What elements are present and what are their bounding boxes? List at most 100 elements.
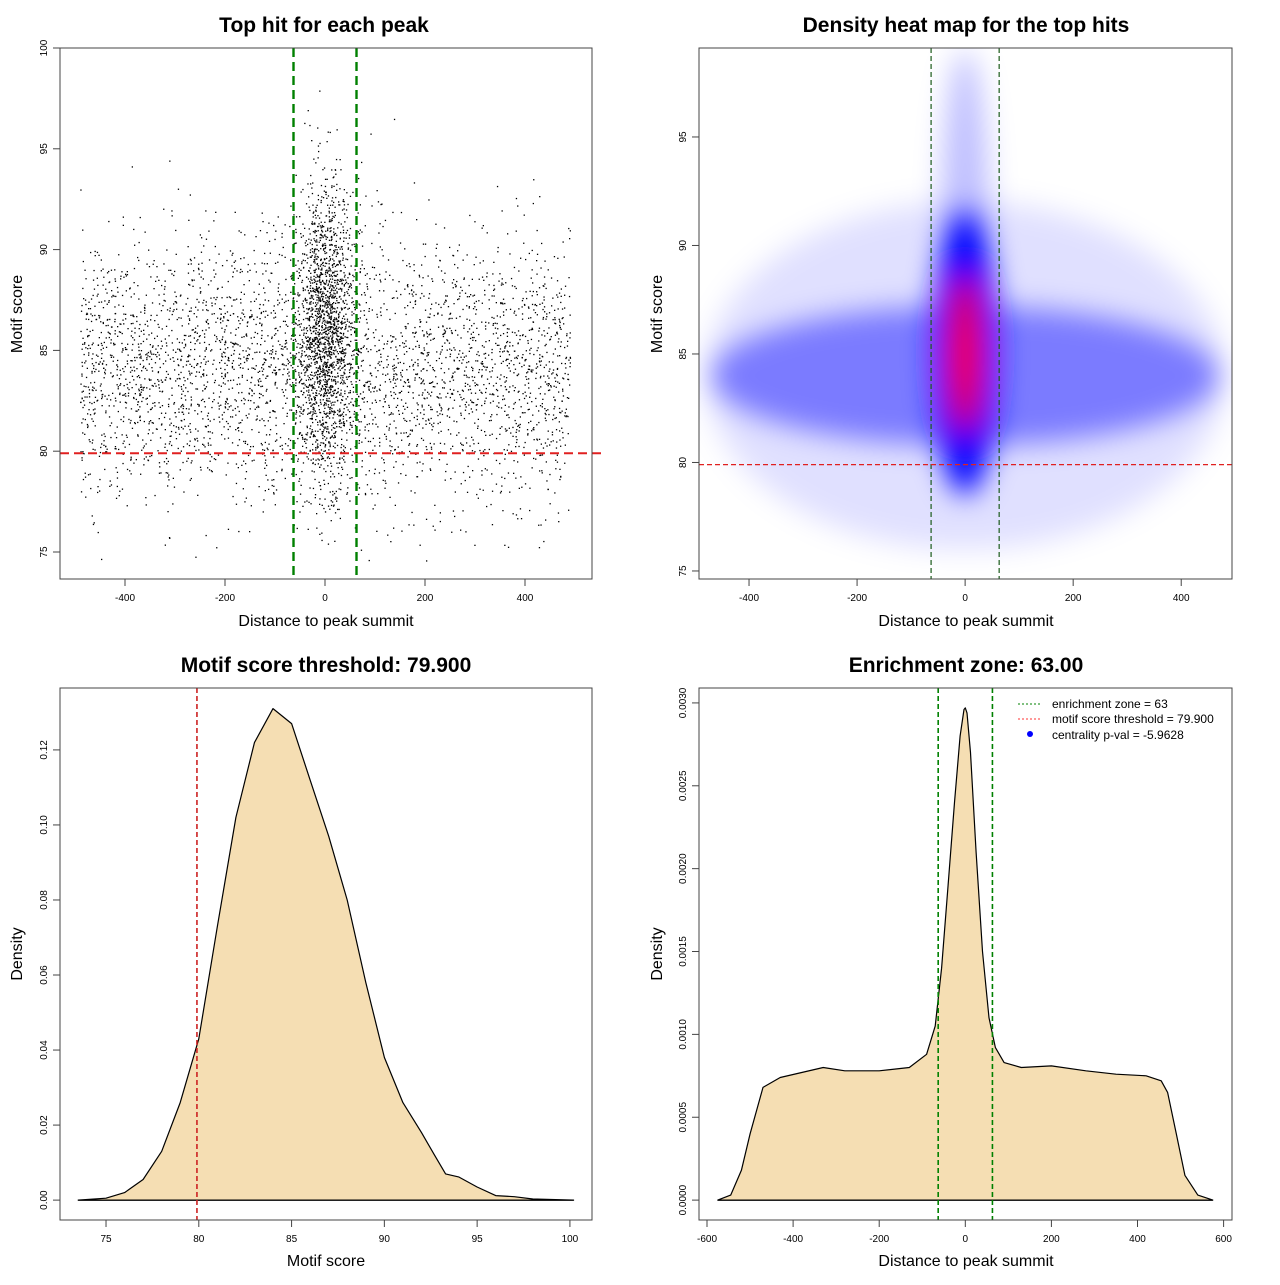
scatter-point [364, 416, 366, 418]
scatter-point [339, 457, 341, 459]
scatter-point [168, 269, 170, 271]
scatter-point [185, 408, 188, 410]
scatter-point [347, 292, 349, 295]
scatter-point [502, 311, 505, 313]
scatter-point [467, 331, 469, 333]
scatter-point [295, 422, 297, 424]
scatter-point [295, 396, 297, 398]
scatter-point [331, 429, 333, 431]
scatter-point [295, 340, 297, 342]
scatter-point [179, 469, 181, 471]
scatter-point [422, 380, 424, 383]
scatter-point [481, 374, 483, 377]
scatter-point [322, 197, 325, 199]
scatter-point [548, 312, 551, 314]
scatter-point [303, 351, 306, 353]
scatter-point [436, 382, 438, 385]
scatter-point [195, 556, 197, 558]
scatter-point [194, 439, 196, 441]
scatter-point [330, 394, 332, 396]
scatter-point [298, 405, 300, 408]
x-axis-label: Distance to peak summit [238, 613, 414, 630]
scatter-point [300, 412, 302, 414]
scatter-point [311, 429, 313, 431]
scatter-point [513, 472, 515, 474]
scatter-point [549, 389, 551, 391]
scatter-point [342, 375, 344, 377]
scatter-point [327, 306, 329, 308]
scatter-point [388, 427, 390, 429]
scatter-point [259, 378, 261, 380]
scatter-point [285, 364, 287, 367]
scatter-point [299, 360, 301, 362]
scatter-point [324, 352, 326, 354]
scatter-point [547, 430, 549, 432]
scatter-point [405, 402, 407, 404]
scatter-point [491, 414, 493, 416]
scatter-point [533, 353, 535, 356]
scatter-point [216, 338, 218, 340]
scatter-point [268, 240, 271, 242]
scatter-point [314, 214, 316, 216]
scatter-point [286, 415, 288, 417]
scatter-point [326, 374, 328, 376]
scatter-point [457, 334, 459, 336]
scatter-point [504, 302, 506, 305]
scatter-point [149, 350, 152, 352]
scatter-point [143, 329, 145, 331]
scatter-point [534, 312, 537, 314]
scatter-point [509, 370, 511, 372]
scatter-point [403, 362, 405, 365]
scatter-point [183, 491, 185, 493]
scatter-point [322, 305, 324, 307]
scatter-point [429, 422, 431, 424]
scatter-point [320, 259, 322, 262]
scatter-point [272, 349, 274, 351]
scatter-point [161, 284, 163, 287]
scatter-point [523, 446, 525, 449]
scatter-point [371, 242, 373, 245]
scatter-point [170, 269, 172, 271]
scatter-point [224, 403, 227, 405]
scatter-point [325, 338, 327, 340]
scatter-point [333, 274, 335, 277]
scatter-point [531, 327, 533, 329]
scatter-point [337, 323, 339, 325]
scatter-point [347, 344, 350, 346]
scatter-point [567, 340, 569, 342]
scatter-point [395, 427, 397, 429]
scatter-point [283, 423, 285, 425]
scatter-point [414, 332, 416, 334]
scatter-point [398, 413, 400, 415]
scatter-point [263, 420, 265, 422]
scatter-point [328, 263, 330, 265]
scatter-point [314, 387, 316, 390]
scatter-point [322, 236, 324, 239]
scatter-point [499, 351, 501, 353]
scatter-point [199, 335, 201, 337]
scatter-point [171, 313, 173, 316]
scatter-point [210, 470, 213, 472]
scatter-point [421, 352, 423, 354]
scatter-point [87, 348, 89, 350]
scatter-point [514, 401, 516, 404]
scatter-point [204, 336, 206, 338]
scatter-point [161, 328, 163, 330]
scatter-point [505, 380, 507, 382]
scatter-point [320, 350, 322, 353]
scatter-point [352, 404, 354, 406]
scatter-point [494, 322, 496, 324]
scatter-point [378, 339, 380, 341]
scatter-point [137, 285, 139, 287]
scatter-point [398, 281, 400, 283]
scatter-point [341, 279, 343, 282]
scatter-point [96, 251, 99, 254]
scatter-point [261, 334, 263, 337]
scatter-point [223, 305, 226, 307]
scatter-point [431, 408, 433, 411]
scatter-point [530, 369, 532, 371]
scatter-point [468, 413, 470, 415]
scatter-point [213, 359, 215, 361]
scatter-point [538, 287, 541, 289]
scatter-point [202, 418, 204, 420]
